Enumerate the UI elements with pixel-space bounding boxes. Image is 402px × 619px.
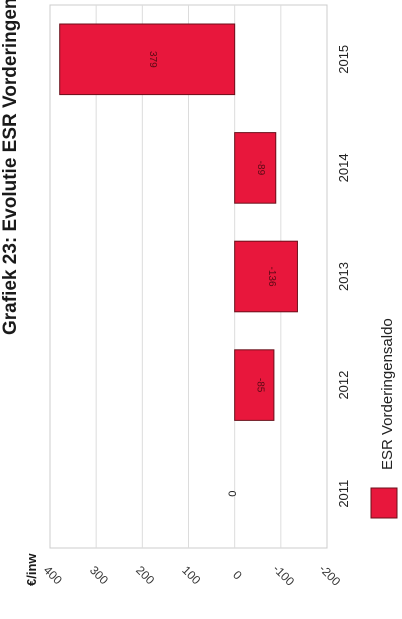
value-axis-ticks: -200 -100 0 100 200 300 400 xyxy=(41,562,344,589)
category-label: 2014 xyxy=(336,153,351,182)
category-label: 2013 xyxy=(336,262,351,291)
chart-title-text: Grafiek 23: Evolutie ESR Vorderingensald… xyxy=(0,0,21,335)
chart-title: Grafiek 23: Evolutie ESR Vorderingensald… xyxy=(0,0,21,335)
value-tick-label: 0 xyxy=(230,568,245,583)
gridlines xyxy=(95,5,282,548)
value-tick-label: 200 xyxy=(133,563,157,587)
value-tick-label: -100 xyxy=(270,562,297,589)
bar-value-label: -136 xyxy=(266,266,277,286)
bar xyxy=(59,23,236,96)
bar xyxy=(234,132,277,204)
category-label: 2011 xyxy=(336,480,351,508)
value-tick-label: 100 xyxy=(179,563,203,587)
bars: 0 -85 -136 -89 379 xyxy=(59,23,298,497)
value-tick-label: 300 xyxy=(87,563,111,587)
category-axis-labels: 2011 2012 2013 2014 2015 xyxy=(336,45,351,508)
legend-swatch xyxy=(370,487,398,519)
y-unit-label-text: €/inw xyxy=(24,553,39,586)
bar-value-label: -89 xyxy=(255,161,266,176)
category-label: 2015 xyxy=(336,45,351,74)
value-tick-label: -200 xyxy=(316,562,343,589)
bar-value-label: -85 xyxy=(254,378,265,393)
y-unit-label: €/inw xyxy=(24,553,39,586)
bar-value-label: 379 xyxy=(147,51,158,68)
bar-value-label: 0 xyxy=(226,491,238,497)
category-label: 2012 xyxy=(336,371,351,400)
bar xyxy=(234,240,298,313)
legend-label: ESR Vorderingensaldo xyxy=(379,318,396,470)
bar xyxy=(234,349,275,421)
value-tick-label: 400 xyxy=(41,563,65,587)
legend: ESR Vorderingensaldo xyxy=(370,318,398,519)
